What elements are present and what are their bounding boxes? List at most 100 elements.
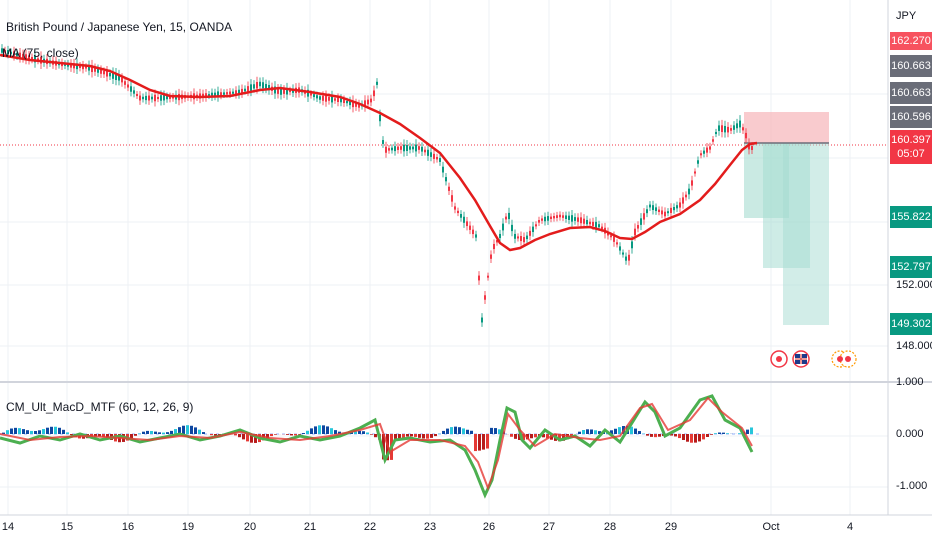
candle-body xyxy=(457,211,459,213)
candle-body xyxy=(412,147,414,150)
candle-body xyxy=(493,244,495,249)
candle-body xyxy=(466,221,468,226)
candle-body xyxy=(706,148,708,153)
take-profit-zone-3[interactable] xyxy=(783,143,829,325)
osc-histogram-bar xyxy=(738,433,741,434)
candle-body xyxy=(526,236,528,239)
candle-body xyxy=(121,78,123,83)
candle-body xyxy=(319,96,321,100)
osc-histogram-bar xyxy=(242,434,245,439)
osc-histogram-bar xyxy=(290,434,293,435)
osc-tick: -1.000 xyxy=(896,480,927,492)
osc-histogram-bar xyxy=(210,434,213,435)
osc-histogram-bar xyxy=(490,428,493,434)
candle-body xyxy=(562,215,564,218)
candle-body xyxy=(445,177,447,181)
candle-body xyxy=(715,132,717,134)
ma-line xyxy=(0,55,757,250)
candle-body xyxy=(109,73,111,76)
price-tick: 148.000 xyxy=(896,340,932,352)
candle-body xyxy=(379,115,381,121)
time-label: 22 xyxy=(364,521,376,533)
candle-body xyxy=(310,93,312,95)
candle-body xyxy=(688,189,690,195)
osc-histogram-bar xyxy=(682,434,685,440)
osc-histogram-bar xyxy=(402,434,405,438)
candle-body xyxy=(103,71,105,74)
candle-body xyxy=(694,171,696,173)
time-label: 20 xyxy=(244,521,256,533)
osc-histogram-bar xyxy=(366,433,369,434)
osc-histogram-bar xyxy=(458,427,461,434)
osc-histogram-bar xyxy=(466,430,469,434)
candle-body xyxy=(403,145,405,152)
osc-histogram-bar xyxy=(534,434,537,437)
candle-body xyxy=(436,157,438,159)
candle-body xyxy=(709,146,711,149)
osc-histogram-bar xyxy=(710,434,713,435)
candle-body xyxy=(646,209,648,213)
candle-body xyxy=(643,213,645,219)
oscillator-legend[interactable]: CM_Ult_MacD_MTF (60, 12, 26, 9) xyxy=(6,400,193,414)
osc-histogram-bar xyxy=(318,425,321,434)
osc-histogram-bar xyxy=(418,434,421,438)
dividends-event-icon[interactable] xyxy=(832,351,856,367)
candle-body xyxy=(127,84,129,87)
stop-loss-zone[interactable] xyxy=(744,112,829,143)
candle-body xyxy=(712,139,714,141)
candle-body xyxy=(337,98,339,102)
osc-histogram-bar xyxy=(270,434,273,436)
candle-body xyxy=(253,84,255,88)
candle-body xyxy=(163,95,165,100)
candle-body xyxy=(223,92,225,94)
candle-body xyxy=(721,125,723,132)
time-label: 21 xyxy=(304,521,316,533)
candle-body xyxy=(565,215,567,219)
osc-histogram-bar xyxy=(182,426,185,434)
osc-histogram-bar xyxy=(446,429,449,434)
osc-histogram-bar xyxy=(486,434,489,449)
osc-histogram-bar xyxy=(702,434,705,439)
current-price-label: 160.397 05:07 xyxy=(890,130,932,164)
uk-flag-event-icon[interactable] xyxy=(793,351,809,367)
price-label: 160.663 xyxy=(890,55,932,77)
candle-body xyxy=(718,125,720,131)
currency-label[interactable]: JPY xyxy=(896,10,916,22)
osc-histogram-bar xyxy=(10,429,13,434)
osc-histogram-bar xyxy=(150,431,153,434)
osc-histogram-bar xyxy=(202,432,205,434)
candle-body xyxy=(685,195,687,198)
candle-body xyxy=(508,213,510,219)
osc-histogram-bar xyxy=(414,434,417,437)
osc-histogram-bar xyxy=(170,431,173,434)
target-price-label-1: 155.822 xyxy=(890,206,932,228)
candle-body xyxy=(634,229,636,236)
candle-body xyxy=(697,160,699,163)
symbol-title[interactable]: British Pound / Japanese Yen, 15, OANDA xyxy=(6,20,232,34)
osc-histogram-bar xyxy=(482,434,485,450)
candle-body xyxy=(385,147,387,153)
osc-histogram-bar xyxy=(706,434,709,437)
candle-body xyxy=(280,89,282,95)
candle-body xyxy=(397,147,399,150)
candle-body xyxy=(247,86,249,91)
osc-histogram-bar xyxy=(50,427,53,434)
candle-body xyxy=(502,224,504,231)
candle-body xyxy=(670,208,672,213)
candle-body xyxy=(448,187,450,191)
price-label-high: 162.270 xyxy=(890,32,932,50)
ma-legend[interactable]: MA (75, close) xyxy=(2,46,79,60)
candle-body xyxy=(487,276,489,278)
candle-body xyxy=(673,207,675,210)
osc-histogram-bar xyxy=(618,427,621,434)
candle-body xyxy=(499,234,501,238)
calendar-event-icon[interactable] xyxy=(771,351,787,367)
osc-histogram-bar xyxy=(166,432,169,434)
osc-histogram-bar xyxy=(478,434,481,451)
osc-histogram-bar xyxy=(34,431,37,434)
candle-body xyxy=(583,219,585,224)
candle-body xyxy=(484,295,486,299)
osc-histogram-bar xyxy=(186,425,189,434)
